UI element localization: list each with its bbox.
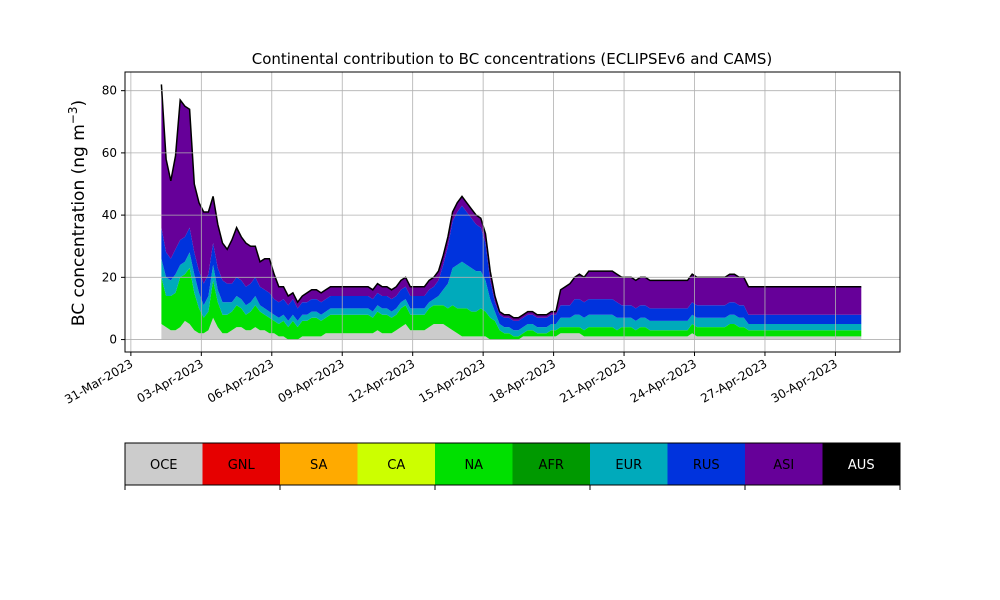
colorbar-label-eur: EUR bbox=[615, 458, 642, 473]
area-na bbox=[161, 268, 862, 340]
plot-frame bbox=[124, 71, 901, 353]
stacked-areas bbox=[161, 84, 862, 340]
colorbar-swatch-oce bbox=[125, 443, 203, 485]
area-eur bbox=[161, 252, 862, 337]
y-tick-label: 40 bbox=[102, 208, 117, 222]
x-tick-label: 12-Apr-2023 bbox=[346, 356, 417, 405]
x-tick-label: 06-Apr-2023 bbox=[205, 356, 276, 405]
colorbar-label-na: NA bbox=[464, 458, 483, 473]
colorbar-swatch-na bbox=[435, 443, 513, 485]
x-axis: 31-Mar-2023 03-Apr-2023 06-Apr-2023 09-Apr-… bbox=[62, 352, 840, 407]
colorbar-label-gnl: GNL bbox=[228, 458, 256, 473]
area-asi bbox=[161, 84, 862, 321]
colorbar-label-aus: AUS bbox=[848, 458, 875, 473]
colorbar-swatch-rus bbox=[667, 443, 745, 485]
x-tick-label: 18-Apr-2023 bbox=[487, 356, 558, 405]
x-tick-label: 27-Apr-2023 bbox=[698, 356, 769, 405]
y-axis-label: BC concentration (ng m−3) bbox=[66, 100, 89, 326]
x-tick-label: 24-Apr-2023 bbox=[628, 356, 699, 405]
colorbar-swatch-ca bbox=[357, 443, 435, 485]
x-tick-label: 21-Apr-2023 bbox=[557, 356, 628, 405]
colorbar-label-asi: ASI bbox=[773, 458, 794, 473]
x-tick-label: 15-Apr-2023 bbox=[416, 356, 487, 405]
chart-title: Continental contribution to BC concentra… bbox=[252, 50, 773, 68]
colorbar-swatch-sa bbox=[280, 443, 358, 485]
colorbar-swatch-afr bbox=[512, 443, 590, 485]
y-tick-label: 80 bbox=[102, 84, 117, 98]
region-colorbar: OCE GNL SA CA NA AFR EUR RUS ASI AUS bbox=[124, 442, 901, 490]
x-tick-label: 31-Mar-2023 bbox=[62, 356, 135, 406]
area-rus bbox=[161, 205, 862, 331]
y-tick-label: 0 bbox=[109, 333, 117, 347]
total-concentration-line bbox=[160, 84, 862, 319]
colorbar-swatch-gnl bbox=[202, 443, 280, 485]
colorbar-label-afr: AFR bbox=[539, 458, 564, 473]
area-oce bbox=[161, 317, 862, 340]
plot-area bbox=[124, 71, 901, 353]
colorbar-label-oce: OCE bbox=[150, 458, 178, 473]
colorbar-label-sa: SA bbox=[310, 458, 327, 473]
colorbar-swatch-eur bbox=[590, 443, 668, 485]
colorbar-label-ca: CA bbox=[387, 458, 405, 473]
x-tick-label: 03-Apr-2023 bbox=[135, 356, 206, 405]
x-tick-label: 09-Apr-2023 bbox=[275, 356, 346, 405]
x-tick-label: 30-Apr-2023 bbox=[769, 356, 840, 405]
y-tick-label: 60 bbox=[102, 146, 117, 160]
colorbar-frame bbox=[124, 442, 901, 486]
colorbar-swatch-aus bbox=[822, 443, 900, 485]
grid-lines bbox=[125, 72, 900, 352]
y-tick-label: 20 bbox=[102, 270, 117, 284]
y-axis: 0 20 40 60 80 bbox=[102, 84, 125, 347]
colorbar-swatch-asi bbox=[745, 443, 823, 485]
colorbar-label-rus: RUS bbox=[693, 458, 720, 473]
